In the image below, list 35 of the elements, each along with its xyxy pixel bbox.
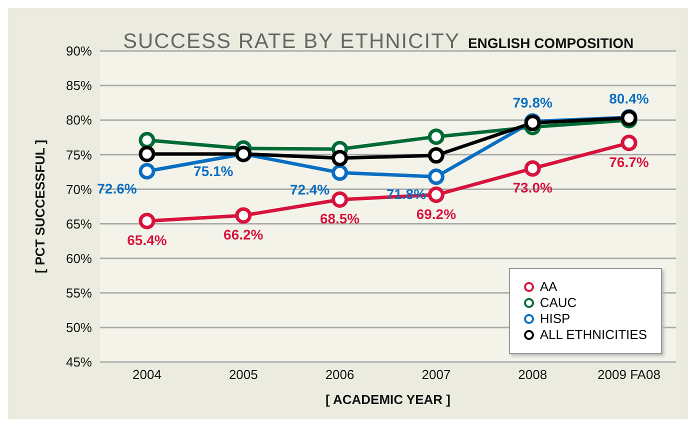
data-label: 72.4% xyxy=(290,182,330,198)
x-tick-label: 2009 FA08 xyxy=(598,367,660,382)
y-tick-label: 50% xyxy=(66,320,92,336)
y-tick-label: 80% xyxy=(66,112,92,128)
data-label: 79.8% xyxy=(512,94,553,110)
y-tick-label: 55% xyxy=(66,286,92,301)
y-tick-label: 65% xyxy=(66,216,92,232)
chart-subtitle: ENGLISH COMPOSITION xyxy=(468,35,634,51)
y-tick-label: 75% xyxy=(66,147,92,162)
data-label: 68.5% xyxy=(320,210,360,227)
data-label: 80.4% xyxy=(609,90,650,106)
legend-label: CAUC xyxy=(540,295,577,311)
data-label: 75.1% xyxy=(194,162,234,179)
x-tick-label: 2007 xyxy=(422,367,451,382)
y-tick-label: 90% xyxy=(66,44,92,59)
x-tick-label: 2004 xyxy=(132,367,162,382)
x-axis-title: [ ACADEMIC YEAR ] xyxy=(326,392,450,407)
data-label: 66.2% xyxy=(224,226,264,242)
data-label: 73.0% xyxy=(512,179,553,196)
x-tick-label: 2008 xyxy=(518,367,548,382)
y-tick-label: 85% xyxy=(66,78,92,94)
data-label: 72.6% xyxy=(97,180,138,196)
legend-label: ALL ETHNICITIES xyxy=(540,327,647,343)
legend-label: AA xyxy=(540,279,558,295)
y-axis-title: [ PCT SUCCESSFUL ] xyxy=(32,140,48,274)
y-tick-label: 45% xyxy=(66,354,92,370)
data-label: 69.2% xyxy=(416,206,457,222)
data-label: 76.7% xyxy=(609,154,650,170)
x-tick-label: 2006 xyxy=(325,367,354,382)
y-tick-label: 60% xyxy=(66,250,92,266)
y-tick-label: 70% xyxy=(66,182,92,197)
chart-title: SUCCESS RATE BY ETHNICITY xyxy=(123,30,460,54)
legend-label: HISP xyxy=(540,311,570,327)
x-tick-label: 2005 xyxy=(228,367,258,382)
data-label: 65.4% xyxy=(127,232,168,248)
